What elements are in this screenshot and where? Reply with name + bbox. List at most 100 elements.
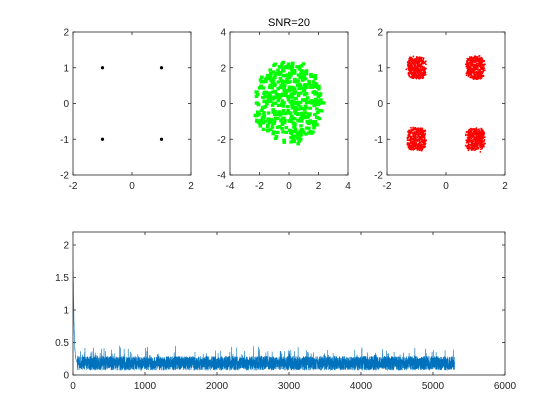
data-point [286, 98, 291, 102]
y-tick-label: 2 [63, 28, 69, 39]
data-point [419, 75, 422, 78]
data-point [415, 74, 418, 77]
x-tick-label: 4 [345, 181, 351, 192]
data-point [280, 82, 285, 86]
data-point [477, 71, 480, 73]
data-point [412, 128, 415, 130]
data-point [265, 125, 270, 129]
data-point [467, 59, 470, 61]
data-point [281, 60, 286, 65]
data-point [302, 72, 307, 76]
data-point [275, 116, 280, 121]
data-point [284, 91, 288, 95]
data-point [416, 145, 419, 148]
data-point [466, 134, 469, 137]
data-point [467, 141, 470, 144]
data-point [472, 146, 475, 148]
data-point [268, 71, 273, 75]
data-point [416, 72, 419, 74]
y-tick-label: -1 [374, 135, 383, 146]
data-point [277, 93, 282, 97]
data-point [301, 106, 305, 111]
data-point [282, 140, 286, 144]
data-point [466, 70, 469, 73]
data-point [467, 64, 469, 67]
data-point [100, 137, 105, 141]
data-point [264, 102, 269, 106]
data-point [484, 69, 486, 72]
data-point [269, 96, 274, 100]
data-point [477, 137, 479, 140]
data-point [266, 117, 271, 121]
x-tick-label: 3000 [278, 381, 301, 392]
data-point [423, 143, 426, 146]
data-point [263, 104, 268, 109]
data-point [407, 64, 409, 67]
axes-box [72, 31, 192, 176]
data-point [290, 67, 294, 71]
data-point [300, 86, 304, 90]
data-point [298, 100, 303, 105]
data-point [301, 114, 306, 118]
data-point [480, 128, 483, 130]
data-point [260, 108, 264, 112]
data-point [474, 137, 477, 140]
data-point [295, 132, 299, 136]
data-point [271, 101, 276, 105]
data-point [422, 62, 425, 65]
data-point [480, 63, 483, 66]
data-point [306, 131, 311, 135]
data-point [294, 105, 298, 110]
data-point [408, 139, 411, 142]
data-point [313, 73, 318, 78]
data-point [283, 118, 287, 123]
data-point [482, 68, 485, 71]
data-point [473, 144, 476, 147]
data-point [413, 131, 416, 133]
data-point [271, 108, 275, 112]
data-point [314, 91, 319, 96]
data-point [424, 67, 426, 70]
data-point [269, 117, 273, 122]
data-point [417, 135, 420, 138]
data-point [268, 94, 273, 98]
data-point [271, 122, 275, 126]
data-point [478, 61, 481, 64]
data-point [415, 69, 418, 72]
data-point [275, 125, 280, 129]
data-point [415, 139, 418, 142]
data-point [312, 99, 317, 103]
data-point [319, 100, 324, 105]
data-point [299, 64, 304, 68]
data-point [419, 129, 422, 132]
data-point [289, 118, 293, 122]
data-point [408, 68, 410, 71]
x-tick-label: 6000 [494, 381, 517, 392]
data-point [423, 136, 426, 139]
data-point [472, 67, 474, 69]
data-point [476, 67, 479, 69]
data-point [414, 139, 417, 141]
data-point [480, 71, 483, 74]
data-point [481, 130, 484, 133]
data-point [284, 126, 289, 130]
data-point [298, 132, 303, 136]
data-point [475, 135, 478, 138]
data-point [292, 91, 296, 96]
data-point [409, 70, 412, 73]
data-point [288, 94, 292, 98]
data-point [279, 119, 283, 123]
data-point [307, 82, 311, 86]
data-point [475, 78, 478, 80]
data-point [273, 109, 277, 114]
x-tick-label: 2 [502, 181, 508, 192]
data-point [274, 92, 279, 96]
data-point [421, 127, 424, 130]
data-point [281, 116, 286, 120]
data-point [483, 138, 486, 141]
data-point [300, 78, 305, 82]
data-point [297, 85, 302, 89]
data-point [411, 69, 414, 72]
data-point [285, 64, 290, 68]
x-tick-label: -4 [226, 181, 235, 192]
